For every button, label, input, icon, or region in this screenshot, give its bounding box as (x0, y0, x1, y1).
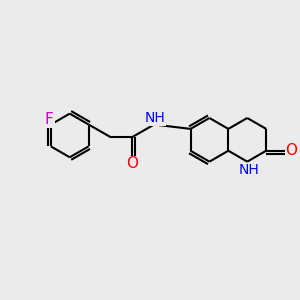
Text: O: O (286, 143, 298, 158)
Text: NH: NH (238, 164, 259, 177)
Text: O: O (126, 156, 138, 171)
Text: F: F (45, 112, 54, 127)
Text: NH: NH (144, 111, 165, 125)
